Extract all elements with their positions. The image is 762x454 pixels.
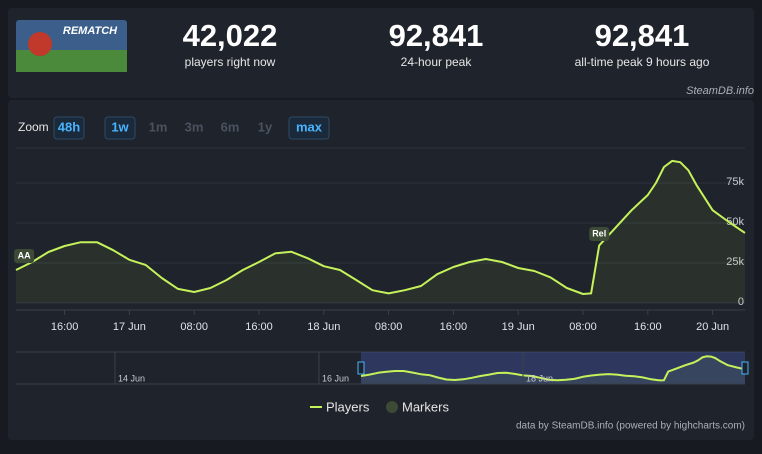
legend-label[interactable]: Players: [326, 399, 370, 414]
zoom-button-label[interactable]: 1m: [149, 119, 168, 134]
stat-label: 24-hour peak: [401, 55, 473, 69]
stat-value: 92,841: [389, 18, 484, 53]
zoom-button-label[interactable]: 3m: [185, 119, 204, 134]
header-panel: [8, 8, 754, 98]
source: SteamDB.info: [686, 85, 754, 97]
y-tick-label: 75k: [726, 176, 744, 188]
stat-label: players right now: [185, 55, 276, 69]
navigator-selection: [361, 352, 745, 384]
game-image-grass: [16, 50, 127, 72]
x-tick-label: 08:00: [180, 321, 208, 333]
zoom-button[interactable]: [104, 116, 136, 140]
navigator-handle[interactable]: [357, 361, 365, 375]
x-tick-label: 08:00: [569, 321, 597, 333]
zoom-button[interactable]: [288, 116, 330, 140]
x-tick-label: 16:00: [245, 321, 273, 333]
x-tick-label: 20 Jun: [696, 321, 729, 333]
area: [16, 160, 745, 303]
legend-symbol: [386, 401, 398, 413]
x-tick-label: 16:00: [440, 321, 468, 333]
marker-flag: [589, 227, 610, 241]
legend-label[interactable]: Markers: [402, 399, 449, 414]
x-tick-label: 16:00: [51, 321, 79, 333]
y-tick-label: 50k: [726, 216, 744, 228]
stat-value: 92,841: [595, 18, 690, 53]
stat-label: all-time peak 9 hours ago: [575, 55, 710, 69]
zoom-button-label[interactable]: 6m: [221, 119, 240, 134]
area: [361, 356, 745, 384]
y-tick-label: 25k: [726, 256, 744, 268]
game-image-player: [28, 32, 52, 56]
zoom-button-label[interactable]: 1w: [111, 119, 129, 134]
marker-label: Rel: [592, 228, 606, 238]
x-tick-label: 08:00: [375, 321, 403, 333]
x-tick-label: 17 Jun: [113, 321, 146, 333]
zoom-label: Zoom: [18, 120, 49, 134]
line: [15, 159, 746, 295]
marker-label: AA: [18, 250, 31, 260]
y-tick-label: 0: [738, 296, 744, 308]
zoom-button-label[interactable]: 1y: [258, 119, 273, 134]
navigator-handle[interactable]: [741, 361, 749, 375]
zoom-button-label[interactable]: 48h: [58, 119, 80, 134]
x-tick-label: 19 Jun: [502, 321, 535, 333]
zoom-button-label[interactable]: max: [296, 119, 323, 134]
line: [360, 355, 746, 382]
zoom-button[interactable]: [53, 116, 85, 140]
marker-flag: [14, 249, 35, 263]
navigator-label: 16 Jun: [322, 373, 349, 383]
credit: data by SteamDB.info (powered by highcha…: [516, 421, 745, 432]
navigator-label: 18 Jun: [526, 373, 553, 383]
x-tick-label: 16:00: [634, 321, 662, 333]
stat-value: 42,022: [183, 18, 278, 53]
navigator-label: 14 Jun: [118, 373, 145, 383]
game-image-text: REMATCH: [63, 25, 118, 37]
x-tick-label: 18 Jun: [307, 321, 340, 333]
